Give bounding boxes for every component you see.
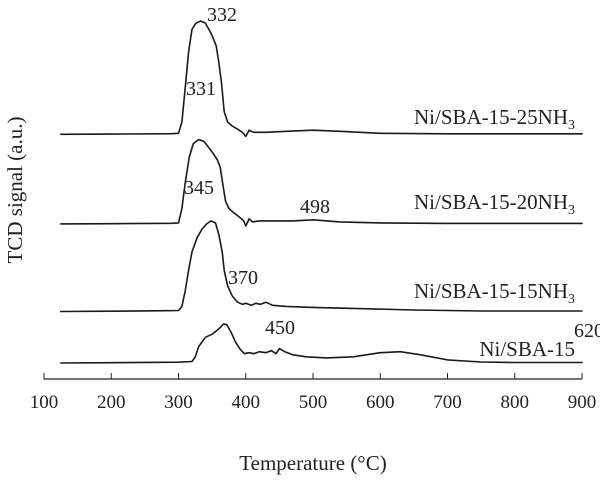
series-line-3 <box>60 20 583 138</box>
x-tick-label: 400 <box>232 392 261 413</box>
peak-label-370: 370 <box>228 267 258 289</box>
peak-label-620: 620 <box>574 320 600 342</box>
x-tick-label: 900 <box>568 392 597 413</box>
series-line-0 <box>60 323 583 364</box>
series-line-1 <box>60 220 583 313</box>
x-ticks <box>43 373 583 379</box>
peak-label-498: 498 <box>300 196 330 218</box>
y-axis-title: TCD signal (a.u.) <box>3 117 27 264</box>
x-tick-label: 300 <box>164 392 193 413</box>
series-label-ni-sba15: Ni/SBA-15 <box>479 337 575 361</box>
peak-label-450: 450 <box>265 317 295 339</box>
series-label-ni-sba15-20nh3: Ni/SBA-15-20NH3 <box>414 190 575 218</box>
x-tick-label: 600 <box>366 392 395 413</box>
peak-label-332: 332 <box>207 4 237 26</box>
series-lines <box>60 20 583 364</box>
peak-label-331: 331 <box>186 78 216 100</box>
x-tick-label: 500 <box>299 392 328 413</box>
x-tick-label: 700 <box>433 392 462 413</box>
series-line-2 <box>60 138 583 227</box>
x-tick-labels: 100 200 300 400 500 600 700 800 900 <box>30 392 597 413</box>
x-tick-label: 200 <box>97 392 126 413</box>
x-tick-label: 100 <box>30 392 59 413</box>
x-axis-title: Temperature (°C) <box>239 451 386 475</box>
peak-label-345: 345 <box>184 177 214 199</box>
series-label-ni-sba15-25nh3: Ni/SBA-15-25NH3 <box>414 105 575 133</box>
x-tick-label: 800 <box>501 392 530 413</box>
series-label-ni-sba15-15nh3: Ni/SBA-15-15NH3 <box>414 279 575 307</box>
